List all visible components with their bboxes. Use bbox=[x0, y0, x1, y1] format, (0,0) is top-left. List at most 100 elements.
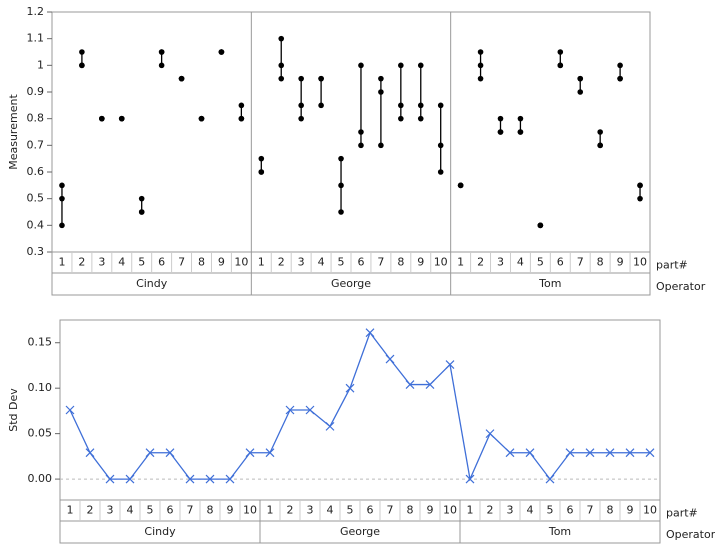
measurement-point bbox=[477, 75, 484, 82]
measurement-point bbox=[99, 115, 105, 122]
level-label: 6 bbox=[567, 504, 574, 517]
measurement-point bbox=[437, 169, 444, 175]
measurement-point bbox=[258, 155, 265, 162]
level-label: 7 bbox=[178, 256, 185, 269]
std-dev-marker bbox=[385, 354, 395, 364]
measurement-point bbox=[637, 195, 643, 202]
level-label: 5 bbox=[537, 256, 544, 269]
measurement-point bbox=[298, 75, 304, 82]
level-label: 7 bbox=[187, 504, 194, 517]
level-label: 9 bbox=[218, 256, 225, 269]
level-label: 4 bbox=[318, 256, 325, 269]
measurement-point bbox=[378, 89, 384, 95]
level-label: 6 bbox=[158, 256, 165, 269]
y-tick-label: 0.10 bbox=[28, 381, 53, 394]
std-dev-marker bbox=[545, 474, 555, 484]
measurement-point bbox=[577, 75, 584, 82]
group-axis-label: Operator bbox=[666, 528, 715, 541]
level-label: 4 bbox=[527, 504, 534, 517]
level-label: 2 bbox=[78, 256, 85, 269]
std-dev-marker bbox=[205, 474, 215, 484]
measurement-point bbox=[577, 89, 584, 95]
std-dev-marker bbox=[285, 405, 295, 415]
measurement-point bbox=[378, 75, 384, 82]
level-label: 9 bbox=[427, 504, 434, 517]
measurement-point bbox=[59, 195, 65, 202]
measurement-point bbox=[298, 115, 304, 122]
level-label: 10 bbox=[234, 256, 248, 269]
measurement-point bbox=[517, 115, 524, 122]
y-tick-label: 1.2 bbox=[27, 5, 45, 18]
measurement-point bbox=[477, 62, 484, 69]
level-label: 9 bbox=[417, 256, 424, 269]
std-dev-marker bbox=[305, 405, 315, 415]
measurement-point bbox=[338, 209, 344, 215]
std-dev-marker bbox=[105, 474, 115, 484]
std-dev-marker bbox=[145, 448, 155, 458]
measurement-point bbox=[338, 155, 344, 162]
measurement-point bbox=[477, 49, 484, 55]
measurement-point bbox=[258, 169, 265, 175]
measurement-point bbox=[298, 102, 304, 109]
level-label: 5 bbox=[338, 256, 345, 269]
std-dev-marker bbox=[425, 380, 435, 389]
level-label: 3 bbox=[497, 256, 504, 269]
level-label: 7 bbox=[587, 504, 594, 517]
level-label: 3 bbox=[307, 504, 314, 517]
measurement-point bbox=[497, 129, 504, 135]
std-dev-marker bbox=[605, 448, 615, 458]
group-label: Tom bbox=[548, 525, 571, 538]
measurement-point bbox=[517, 129, 524, 135]
level-label: 1 bbox=[267, 504, 274, 517]
measurement-point bbox=[178, 75, 185, 82]
std-dev-marker bbox=[85, 448, 95, 458]
level-label: 4 bbox=[118, 256, 125, 269]
measurement-point bbox=[437, 142, 444, 149]
level-label: 3 bbox=[98, 256, 105, 269]
level-label: 3 bbox=[298, 256, 305, 269]
std-dev-marker bbox=[345, 383, 355, 393]
std-dev-marker bbox=[485, 429, 495, 439]
y-tick-label: 0.3 bbox=[27, 245, 45, 258]
y-tick-label: 1 bbox=[37, 58, 44, 71]
measurement-point bbox=[138, 195, 145, 202]
level-label: 4 bbox=[327, 504, 334, 517]
measurement-point bbox=[617, 62, 623, 69]
y-axis-label: Std Dev bbox=[7, 388, 20, 432]
measurement-point bbox=[79, 49, 85, 55]
level-label: 6 bbox=[367, 504, 374, 517]
level-label: 5 bbox=[547, 504, 554, 517]
level-label: 10 bbox=[434, 256, 448, 269]
level-label: 7 bbox=[577, 256, 584, 269]
measurement-point bbox=[158, 62, 165, 69]
std-dev-marker bbox=[625, 448, 635, 458]
group-axis-label: Operator bbox=[656, 280, 706, 293]
measurement-point bbox=[597, 129, 603, 135]
y-tick-label: 0.7 bbox=[27, 138, 45, 151]
y-tick-label: 0.8 bbox=[27, 112, 45, 125]
std-dev-marker bbox=[505, 448, 515, 458]
level-label: 10 bbox=[243, 504, 257, 517]
y-tick-label: 0.9 bbox=[27, 85, 45, 98]
std-dev-line bbox=[69, 331, 650, 482]
level-label: 6 bbox=[557, 256, 564, 269]
level-label: 7 bbox=[387, 504, 394, 517]
measurement-point bbox=[597, 142, 603, 149]
measurement-point bbox=[557, 62, 564, 69]
measurement-point bbox=[198, 115, 205, 122]
level-label: 5 bbox=[347, 504, 354, 517]
y-tick-label: 0.5 bbox=[27, 192, 45, 205]
measurement-point bbox=[537, 222, 544, 229]
x-axis-label: part# bbox=[656, 259, 688, 272]
level-label: 2 bbox=[87, 504, 94, 517]
measurement-point bbox=[358, 129, 364, 135]
measurement-point bbox=[497, 115, 504, 122]
level-label: 4 bbox=[517, 256, 524, 269]
level-label: 4 bbox=[127, 504, 134, 517]
level-label: 1 bbox=[67, 504, 74, 517]
std-dev-marker bbox=[165, 448, 175, 458]
level-label: 3 bbox=[507, 504, 514, 517]
level-label: 8 bbox=[198, 256, 205, 269]
level-label: 8 bbox=[397, 256, 404, 269]
